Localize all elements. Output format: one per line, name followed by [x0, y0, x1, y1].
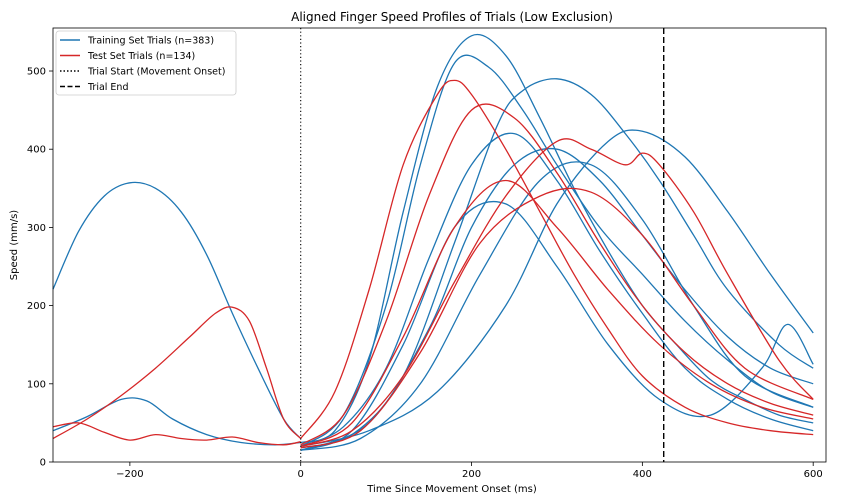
x-axis-label: Time Since Movement Onset (ms)	[366, 484, 537, 495]
legend: Training Set Trials (n=383) Test Set Tria…	[55, 30, 237, 96]
test-trial-trace-4	[300, 138, 814, 448]
x-tick-label: −200	[116, 469, 143, 480]
test-trial-trace-7	[300, 179, 814, 448]
test-trial-trace-3	[300, 79, 814, 439]
speed-traces	[52, 33, 814, 451]
x-tick-label: 0	[298, 469, 304, 480]
y-tick-label: 200	[27, 301, 46, 312]
onset-and-end-markers	[300, 28, 665, 462]
training-trial-trace-2	[52, 397, 301, 446]
chart-title: Aligned Finger Speed Profiles of Trials …	[291, 10, 613, 24]
x-tick-label: 400	[633, 469, 652, 480]
legend-label: Test Set Trials (n=134)	[87, 51, 195, 62]
training-trial-trace-10	[300, 161, 814, 451]
plot-frame	[52, 27, 827, 463]
training-trial-trace-7	[300, 147, 814, 451]
training-trial-trace-1	[52, 181, 302, 439]
plot-area	[52, 27, 827, 463]
test-trial-trace-5	[300, 103, 814, 446]
x-tick-label: 600	[804, 469, 823, 480]
y-tick-label: 500	[27, 67, 46, 78]
y-tick-label: 100	[27, 379, 46, 390]
legend-box	[55, 30, 237, 96]
test-trial-trace-6	[300, 187, 814, 449]
test-trial-trace-2	[52, 422, 301, 446]
legend-label: Trial Start (Movement Onset)	[87, 67, 225, 78]
training-trial-trace-8	[300, 200, 814, 451]
x-tick-label: 200	[462, 469, 481, 480]
training-trial-trace-4	[300, 54, 814, 447]
y-tick-label: 0	[40, 458, 46, 469]
legend-label: Trial End	[87, 82, 129, 93]
x-axis-ticks: −200 0 200 400 600	[116, 462, 823, 480]
test-trial-trace-1	[52, 306, 302, 440]
y-axis-label: Speed (mm/s)	[9, 210, 20, 280]
training-trial-trace-6	[300, 129, 814, 448]
y-axis-ticks: 0 100 200 300 400 500	[27, 67, 53, 469]
y-tick-label: 300	[27, 223, 46, 234]
legend-label: Training Set Trials (n=383)	[87, 36, 214, 47]
training-trial-trace-5	[300, 78, 814, 449]
training-trial-trace-3	[300, 33, 814, 444]
y-tick-label: 400	[27, 145, 46, 156]
